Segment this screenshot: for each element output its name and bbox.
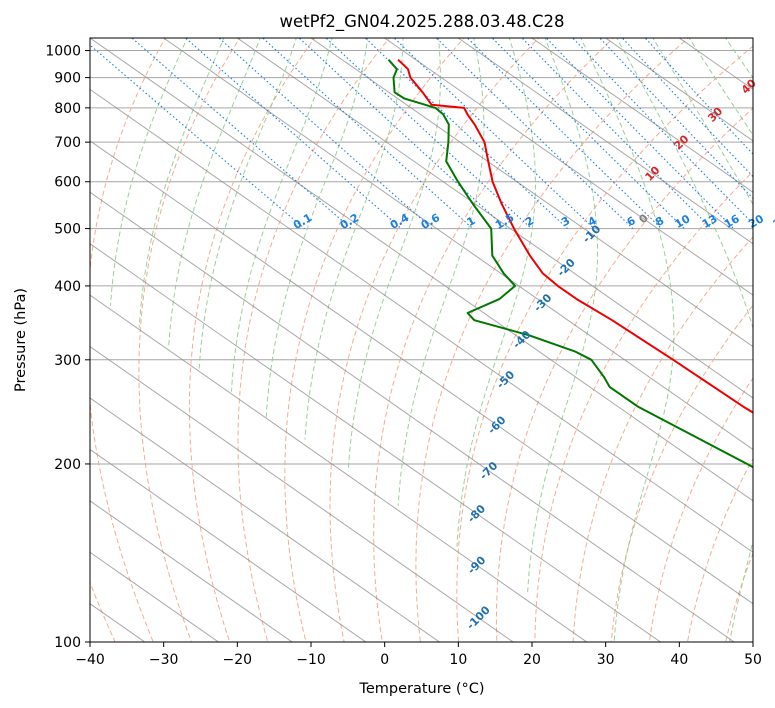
dry-adiabat-line (648, 377, 753, 642)
isotherm-line (604, 38, 753, 142)
y-tick-label: 200 (54, 457, 81, 473)
x-tick-label: 40 (670, 652, 688, 668)
x-tick-label: 20 (523, 652, 541, 668)
y-tick-label: 400 (54, 279, 81, 295)
mixing-ratio-label: 25 (771, 212, 775, 231)
moist-adiabat-line (527, 38, 598, 596)
x-tick-label: −40 (75, 652, 105, 668)
moist-adiabat-line (456, 38, 536, 547)
dewpoint-line (387, 59, 753, 469)
y-tick-label: 1000 (45, 44, 81, 60)
isotherm-line (90, 448, 367, 642)
x-tick-label: 50 (744, 652, 762, 668)
moist-adiabat-line (652, 38, 753, 206)
dry-adiabat-line (188, 38, 316, 642)
dry-adiabat-line (329, 38, 540, 642)
dry-adiabat-line (237, 38, 391, 642)
y-tick-label: 600 (54, 175, 81, 191)
isotherm-line (236, 38, 753, 399)
x-tick-label: 30 (597, 652, 615, 668)
y-tick-label: 300 (54, 353, 81, 369)
dry-adiabat-line (90, 38, 166, 642)
dry-adiabat-line (572, 236, 753, 642)
mixing-ratio-line (435, 38, 634, 229)
data-series (387, 58, 753, 469)
mixing-ratio-line (521, 38, 712, 229)
isotherm-line (383, 38, 753, 296)
x-tick-label: −10 (296, 652, 326, 668)
dry-adiabat-line (415, 38, 689, 642)
isotherm-line (457, 38, 753, 245)
y-tick-label: 500 (54, 222, 81, 238)
moist-adiabat-line (397, 38, 485, 506)
isotherm-line (90, 88, 753, 553)
mixing-ratio-line (466, 38, 662, 229)
moist-adiabat-line (231, 38, 333, 392)
mixing-ratio-line (90, 44, 305, 230)
y-tick-label: 900 (54, 71, 81, 87)
x-tick-label: 10 (449, 652, 467, 668)
x-axis-label: Temperature (°C) (358, 681, 484, 697)
mixing-ratio-line (621, 38, 753, 178)
y-tick-label: 800 (54, 101, 81, 117)
mixing-ratio-line (261, 38, 474, 230)
temperature-line (397, 58, 753, 414)
axes: −40 −30 −20 −10 0 10 20 30 40 50 100 200 300 400 500 60… (45, 44, 762, 668)
y-tick-label: 700 (54, 135, 81, 151)
mixing-ratio-line (184, 38, 402, 230)
y-tick-label: 100 (54, 635, 81, 651)
dry-adiabat-line (534, 170, 753, 642)
x-tick-label: −30 (149, 652, 179, 668)
mixing-ratio-line (599, 38, 753, 200)
isotherm-line (90, 500, 293, 642)
dry-adiabat-line (138, 38, 241, 642)
y-axis-label: Pressure (hPa) (13, 288, 29, 392)
moist-adiabat-line (138, 38, 225, 328)
isotherm-line (90, 191, 735, 642)
isotherm-line (90, 140, 753, 605)
mixing-ratio-line (644, 38, 753, 155)
background-lines (90, 38, 753, 642)
dry-adiabat-line (610, 304, 753, 642)
moist-adiabat-line (110, 38, 188, 306)
mixing-ratio-line (491, 38, 685, 229)
chart-title: wetPf2_GN04.2025.288.03.48.C28 (280, 12, 565, 32)
moist-adiabat-line (688, 38, 753, 136)
isotherm-line (162, 38, 753, 451)
mixing-ratio-line (545, 38, 735, 229)
mixing-ratio-line (572, 38, 753, 225)
moist-adiabat-line (168, 38, 261, 348)
moist-adiabat-line (580, 38, 675, 642)
isotherm-line (310, 38, 753, 348)
isotherm-line (90, 294, 588, 642)
isotherm-line (531, 38, 753, 193)
isotherm-line (90, 345, 514, 642)
isotherm-line (90, 38, 753, 502)
mixing-ratio-line (364, 38, 568, 230)
x-tick-label: −20 (223, 652, 253, 668)
isotherm-line (90, 397, 441, 642)
plot-frame (89, 37, 754, 643)
x-tick-label: 0 (380, 652, 389, 668)
dry-adiabat-line (456, 45, 753, 642)
isotherm-line (90, 243, 662, 642)
dry-adiabat-line (284, 38, 465, 642)
